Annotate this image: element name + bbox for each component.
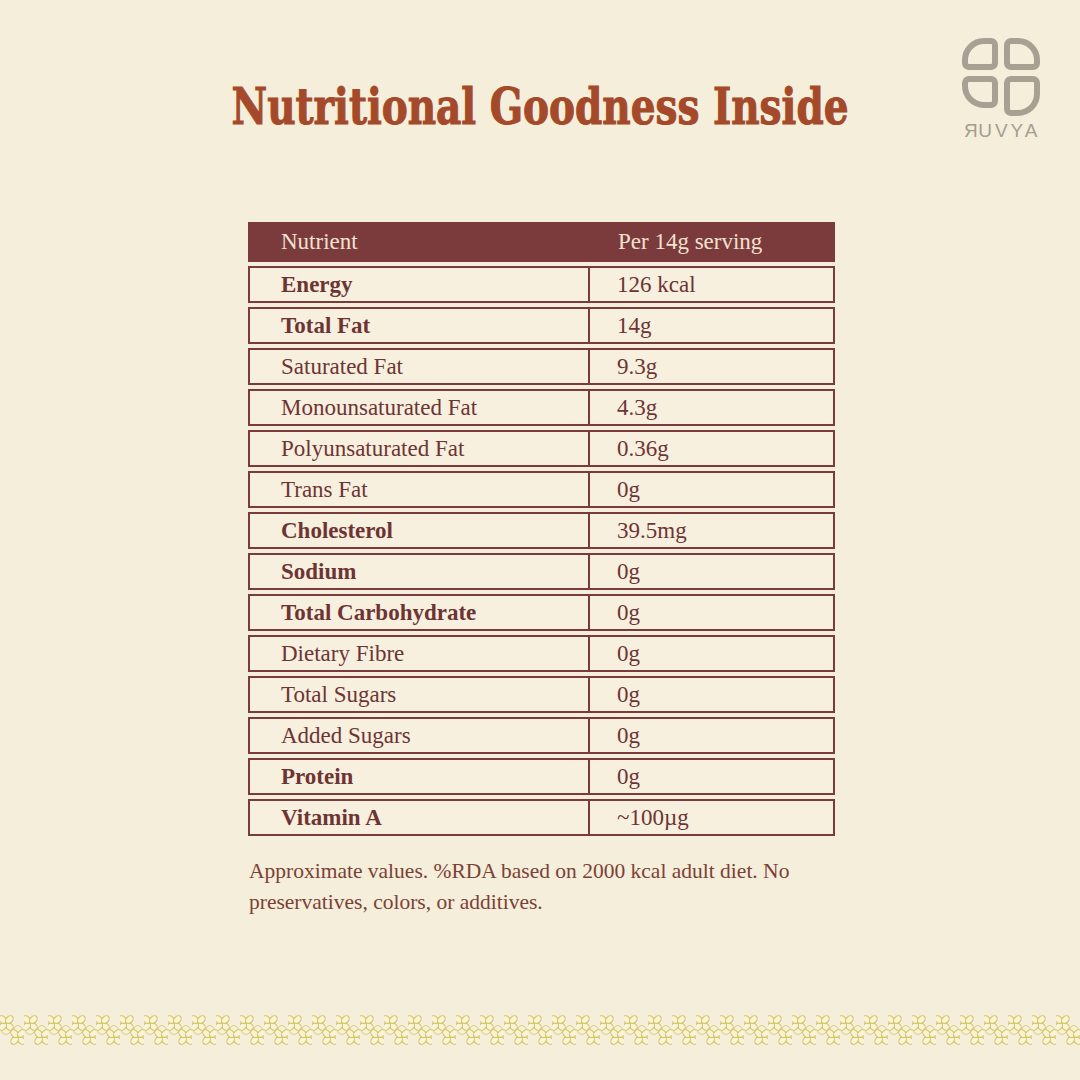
table-row: Monounsaturated Fat4.3g xyxy=(248,389,835,426)
table-row: Protein0g xyxy=(248,758,835,795)
table-row: Vitamin A~100µg xyxy=(248,799,835,836)
nutrient-label: Protein xyxy=(250,760,590,793)
table-row: Energy126 kcal xyxy=(248,266,835,303)
table-row: Total Fat14g xyxy=(248,307,835,344)
table-row: Total Sugars0g xyxy=(248,676,835,713)
logo-petal xyxy=(1004,76,1040,116)
table-row: Added Sugars0g xyxy=(248,717,835,754)
nutrient-label: Dietary Fibre xyxy=(250,637,590,670)
flower-logo-icon xyxy=(962,38,1040,108)
table-row: Trans Fat0g xyxy=(248,471,835,508)
table-row: Saturated Fat9.3g xyxy=(248,348,835,385)
header-nutrient: Nutrient xyxy=(248,229,590,255)
brand-name: RUVYA xyxy=(936,120,1066,142)
decorative-lace-border xyxy=(0,1008,1080,1058)
table-header-row: Nutrient Per 14g serving xyxy=(248,222,835,262)
nutrient-label: Polyunsaturated Fat xyxy=(250,432,590,465)
nutrient-label: Monounsaturated Fat xyxy=(250,391,590,424)
nutrient-label: Total Fat xyxy=(250,309,590,342)
footnote: Approximate values. %RDA based on 2000 k… xyxy=(249,856,824,918)
nutrient-label: Vitamin A xyxy=(250,801,590,834)
nutrient-label: Total Sugars xyxy=(250,678,590,711)
nutrition-table: Nutrient Per 14g serving Energy126 kcalT… xyxy=(248,222,835,836)
nutrient-label: Saturated Fat xyxy=(250,350,590,383)
table-row: Cholesterol39.5mg xyxy=(248,512,835,549)
nutrient-label: Sodium xyxy=(250,555,590,588)
nutrient-label: Cholesterol xyxy=(250,514,590,547)
nutrient-value: 126 kcal xyxy=(590,272,833,298)
nutrient-value: 4.3g xyxy=(590,395,833,421)
nutrient-label: Added Sugars xyxy=(250,719,590,752)
nutrient-value: 14g xyxy=(590,313,833,339)
logo-petal xyxy=(962,76,998,108)
nutrient-label: Total Carbohydrate xyxy=(250,596,590,629)
page-title: Nutritional Goodness Inside xyxy=(119,77,961,136)
logo-petal xyxy=(1004,38,1040,70)
nutrient-value: ~100µg xyxy=(590,805,833,831)
nutrient-label: Energy xyxy=(250,268,590,301)
nutrient-value: 39.5mg xyxy=(590,518,833,544)
nutrient-value: 9.3g xyxy=(590,354,833,380)
nutrient-label: Trans Fat xyxy=(250,473,590,506)
nutrient-value: 0g xyxy=(590,641,833,667)
nutrient-value: 0g xyxy=(590,764,833,790)
nutrient-value: 0.36g xyxy=(590,436,833,462)
logo-petal xyxy=(962,38,998,70)
header-serving: Per 14g serving xyxy=(590,229,835,255)
nutrient-value: 0g xyxy=(590,682,833,708)
nutrient-value: 0g xyxy=(590,477,833,503)
table-row: Total Carbohydrate0g xyxy=(248,594,835,631)
nutrient-value: 0g xyxy=(590,600,833,626)
table-row: Polyunsaturated Fat0.36g xyxy=(248,430,835,467)
table-row: Dietary Fibre0g xyxy=(248,635,835,672)
brand-logo: RUVYA xyxy=(936,38,1066,142)
table-row: Sodium0g xyxy=(248,553,835,590)
nutrient-value: 0g xyxy=(590,723,833,749)
nutrient-value: 0g xyxy=(590,559,833,585)
